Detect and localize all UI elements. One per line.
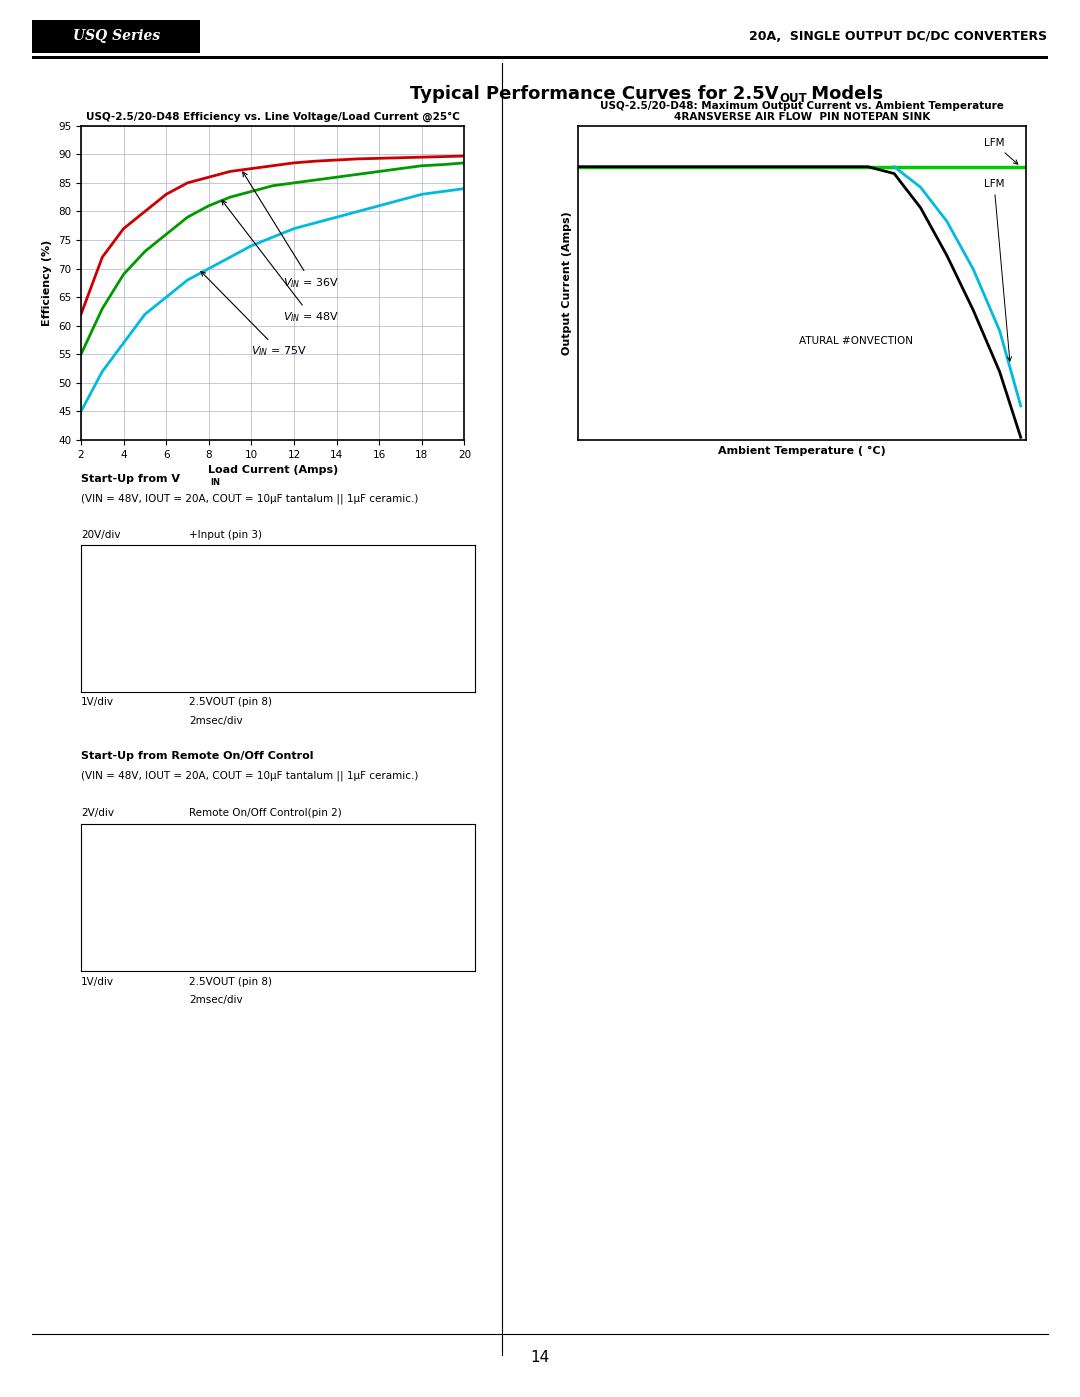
Text: 2.5VOUT (pin 8): 2.5VOUT (pin 8): [189, 977, 272, 986]
X-axis label: Ambient Temperature ( °C): Ambient Temperature ( °C): [718, 446, 886, 455]
Text: Start-Up from Remote On/Off Control: Start-Up from Remote On/Off Control: [81, 750, 313, 760]
Text: $V_{IN}$ = 75V: $V_{IN}$ = 75V: [201, 271, 308, 358]
Text: 20A,  SINGLE OUTPUT DC/DC CONVERTERS: 20A, SINGLE OUTPUT DC/DC CONVERTERS: [750, 29, 1048, 43]
Text: 1V/div: 1V/div: [81, 697, 114, 707]
Y-axis label: Output Current (Amps): Output Current (Amps): [563, 211, 572, 355]
X-axis label: Load Current (Amps): Load Current (Amps): [207, 465, 338, 475]
Text: 2msec/div: 2msec/div: [189, 715, 243, 725]
Text: $V_{IN}$ = 36V: $V_{IN}$ = 36V: [243, 172, 339, 289]
Text: 20V/div: 20V/div: [81, 529, 121, 539]
Y-axis label: Efficiency (%): Efficiency (%): [42, 240, 53, 326]
Text: Typical Performance Curves for 2.5V: Typical Performance Curves for 2.5V: [410, 85, 779, 102]
Text: OUT: OUT: [780, 92, 808, 105]
Text: Start-Up from V: Start-Up from V: [81, 474, 180, 483]
Title: USQ-2.5/20-D48 Efficiency vs. Line Voltage/Load Current @25°C: USQ-2.5/20-D48 Efficiency vs. Line Volta…: [85, 112, 460, 123]
Text: (VIN = 48V, IOUT = 20A, COUT = 10μF tantalum || 1μF ceramic.): (VIN = 48V, IOUT = 20A, COUT = 10μF tant…: [81, 770, 418, 781]
Text: Models: Models: [805, 85, 882, 102]
Text: Remote On/Off Control(pin 2): Remote On/Off Control(pin 2): [189, 807, 341, 817]
Text: +Input (pin 3): +Input (pin 3): [189, 529, 262, 539]
Text: IN: IN: [211, 478, 220, 488]
Text: (VIN = 48V, IOUT = 20A, COUT = 10μF tantalum || 1μF ceramic.): (VIN = 48V, IOUT = 20A, COUT = 10μF tant…: [81, 493, 418, 504]
Text: LFM: LFM: [984, 138, 1017, 165]
Text: 2V/div: 2V/div: [81, 807, 114, 817]
Text: 2msec/div: 2msec/div: [189, 995, 243, 1004]
Text: USQ Series: USQ Series: [72, 29, 160, 43]
Title: USQ-2.5/20-D48: Maximum Output Current vs. Ambient Temperature
4RANSVERSE AIR FL: USQ-2.5/20-D48: Maximum Output Current v…: [600, 101, 1003, 122]
Text: ATURAL #ONVECTION: ATURAL #ONVECTION: [799, 337, 914, 346]
Text: 2.5VOUT (pin 8): 2.5VOUT (pin 8): [189, 697, 272, 707]
Text: 1V/div: 1V/div: [81, 977, 114, 986]
Text: LFM: LFM: [984, 179, 1012, 360]
Text: $V_{IN}$ = 48V: $V_{IN}$ = 48V: [221, 200, 339, 324]
Text: 14: 14: [530, 1351, 550, 1365]
